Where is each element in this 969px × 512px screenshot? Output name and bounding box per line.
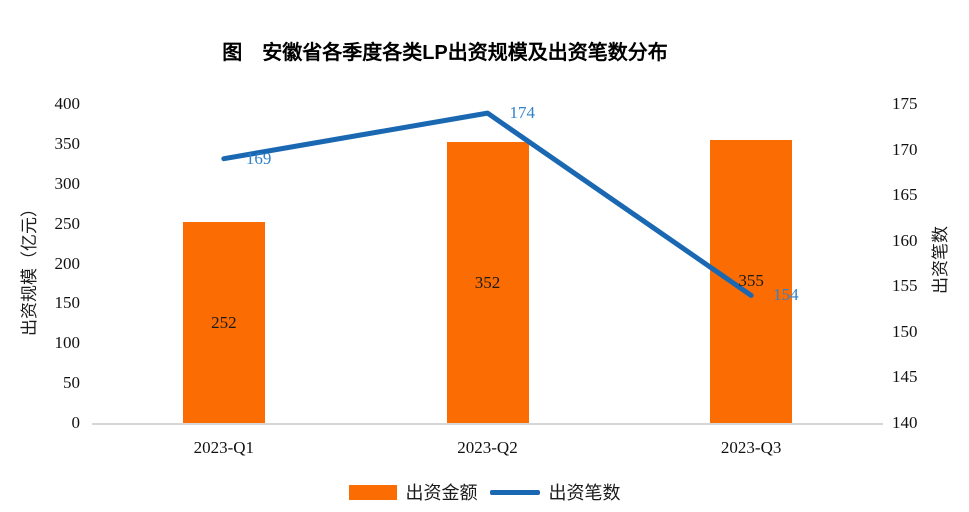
y-axis-right-tick-label: 150 [892, 321, 918, 341]
y-axis-left-tick-label: 350 [54, 133, 81, 153]
line-value-label: 174 [509, 103, 536, 123]
line-value-label: 169 [245, 148, 272, 168]
bar-value-label: 352 [474, 272, 501, 292]
y-axis-left-tick-label: 150 [54, 293, 81, 313]
legend-bar-swatch [348, 484, 397, 500]
legend-item-bar-series: 出资金额 [348, 479, 478, 505]
legend-bar-label: 出资金额 [405, 483, 478, 503]
y-axis-right-tick-label: 140 [892, 413, 918, 432]
y-axis-right-tick-label: 175 [892, 94, 918, 113]
y-axis-left-tick-label: 200 [54, 253, 81, 273]
bar-value-label: 252 [211, 312, 237, 332]
x-axis-category-label: 2023-Q1 [193, 438, 255, 457]
x-axis-category-label: 2023-Q3 [720, 438, 782, 457]
y-axis-right-tick-label: 160 [892, 230, 918, 250]
y-axis-right-tick-label: 165 [892, 185, 918, 205]
y-axis-left-tick-label: 0 [71, 413, 81, 432]
y-axis-left-tick-label: 250 [54, 213, 81, 233]
legend-line-swatch [489, 489, 540, 495]
x-axis-category-label: 2023-Q2 [457, 438, 518, 457]
chart-title: 图 安徽省各季度各类LP出资规模及出资笔数分布 [222, 42, 668, 64]
line-value-label: 154 [773, 285, 799, 305]
y-axis-left-tick-label: 100 [54, 333, 81, 353]
y-axis-left-tick-label: 50 [63, 373, 80, 393]
y-axis-right-tick-label: 145 [892, 367, 918, 387]
y-axis-left-tick-label: 300 [54, 173, 81, 193]
legend-item-line-series: 出资笔数 [489, 479, 621, 505]
legend: 出资金额 出资笔数 [0, 479, 969, 505]
legend-line-label: 出资笔数 [548, 483, 621, 503]
y-axis-right-tick-label: 170 [892, 139, 918, 159]
plot-area [92, 104, 883, 425]
y-axis-right-tick-label: 155 [892, 276, 918, 296]
y-axis-left-tick-label: 400 [54, 94, 81, 113]
bar-value-label: 355 [738, 271, 764, 291]
